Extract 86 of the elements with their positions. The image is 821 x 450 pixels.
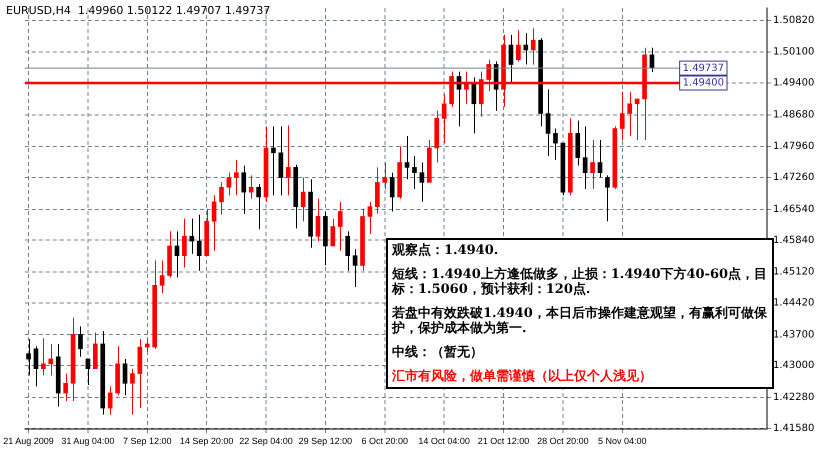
candlestick <box>508 34 514 83</box>
x-tick-label: 31 Aug 04:00 <box>61 436 114 446</box>
candlestick <box>248 174 254 200</box>
candlestick <box>174 230 180 278</box>
candlestick <box>620 91 625 141</box>
candlestick <box>219 182 224 216</box>
y-tick-label: 1.47960 <box>773 141 814 152</box>
candlestick <box>420 162 424 202</box>
candlestick <box>86 358 90 386</box>
y-tick-label: 1.48680 <box>773 109 814 120</box>
candlestick <box>130 368 135 416</box>
ref-line-label: 1.49400 <box>682 78 724 89</box>
candlestick <box>144 338 150 352</box>
candlestick <box>523 32 528 66</box>
x-tick-label: 22 Sep 04:00 <box>239 436 293 446</box>
candlestick <box>516 30 521 62</box>
y-tick-label: 1.49400 <box>773 78 814 89</box>
annotation: 若盘中有效跌破1.4940，本日后市操作建意观望，有赢利可做保护，保护成本做为第一. <box>392 306 768 336</box>
candlestick <box>108 386 113 416</box>
candlestick <box>78 326 83 358</box>
candlestick <box>241 165 246 214</box>
candlestick <box>160 260 164 294</box>
y-tick-label: 1.50100 <box>773 46 814 58</box>
candlestick <box>472 76 476 134</box>
candlestick <box>63 373 68 402</box>
candlestick <box>286 124 291 196</box>
y-tick-label: 1.41580 <box>773 422 814 434</box>
candlestick <box>605 174 610 222</box>
candlestick <box>271 126 276 196</box>
x-tick-label: 21 Aug 2009 <box>3 436 54 446</box>
candlestick <box>582 126 588 190</box>
candlestick <box>345 230 350 272</box>
annotation: 中线：（暂无） <box>392 345 484 360</box>
annotation: 观察点：1.4940. <box>392 243 500 258</box>
candlestick <box>182 218 187 268</box>
candlestick <box>627 91 632 137</box>
candlestick <box>212 194 216 252</box>
y-tick-label: 1.44420 <box>773 298 814 309</box>
x-tick-label: 6 Oct 20:00 <box>362 436 408 446</box>
candlestick <box>382 162 388 190</box>
candlestick <box>316 198 320 242</box>
y-tick-label: 1.43700 <box>773 329 814 340</box>
candlestick <box>226 172 232 196</box>
annotation: 短线：1.4940上方逢低做多，止损：1.4940下方40-60点，目标：1.5060，预计获利：120点. <box>392 267 768 297</box>
x-tick-label: 14 Oct 04:00 <box>418 436 470 446</box>
candlestick <box>546 88 550 156</box>
candlestick <box>368 201 372 235</box>
ref-line-label: 1.49737 <box>682 62 724 74</box>
y-tick-label: 1.45840 <box>773 234 814 246</box>
x-tick-label: 14 Sep 20:00 <box>180 436 234 446</box>
candlestick <box>234 159 239 196</box>
x-tick-label: 5 Nov 04:00 <box>598 436 647 446</box>
x-tick-label: 29 Sep 12:00 <box>298 436 352 446</box>
candlestick <box>650 47 654 73</box>
candlestick <box>442 94 446 144</box>
y-tick-label: 1.50820 <box>773 14 814 26</box>
candlestick <box>412 155 417 190</box>
candlestick <box>404 136 410 180</box>
candlestick <box>34 346 38 387</box>
candlestick <box>590 140 595 190</box>
candlestick <box>553 128 558 160</box>
candlestick <box>48 343 54 376</box>
y-tick-label: 1.45120 <box>773 266 814 278</box>
candlestick <box>256 184 261 230</box>
annotation: 汇市有风险，做单需谨慎（以上仅个人浅见） <box>392 369 653 384</box>
candlestick <box>41 338 46 376</box>
candlestick <box>390 172 395 212</box>
candlestick <box>189 218 194 254</box>
candlestick <box>122 358 128 396</box>
chart-title: EURUSD,H4 1.49960 1.50122 1.49707 1.49737 <box>6 4 270 17</box>
candlestick <box>196 214 202 272</box>
candlestick <box>530 28 536 66</box>
y-tick-label: 1.46540 <box>773 204 814 215</box>
x-tick-label: 7 Sep 12:00 <box>123 436 172 446</box>
candlestick <box>352 248 358 288</box>
y-tick-label: 1.43000 <box>773 360 814 372</box>
candlestick <box>338 201 343 252</box>
x-tick-label: 21 Oct 12:00 <box>478 436 530 446</box>
candlestick <box>300 177 306 222</box>
y-tick-label: 1.47260 <box>773 172 814 184</box>
candlestick <box>598 140 602 178</box>
candlestick <box>634 98 640 141</box>
candlestick <box>26 338 31 376</box>
y-tick-label: 1.42280 <box>773 392 814 404</box>
x-tick-label: 28 Oct 20:00 <box>537 436 589 446</box>
candlestick <box>330 218 336 246</box>
